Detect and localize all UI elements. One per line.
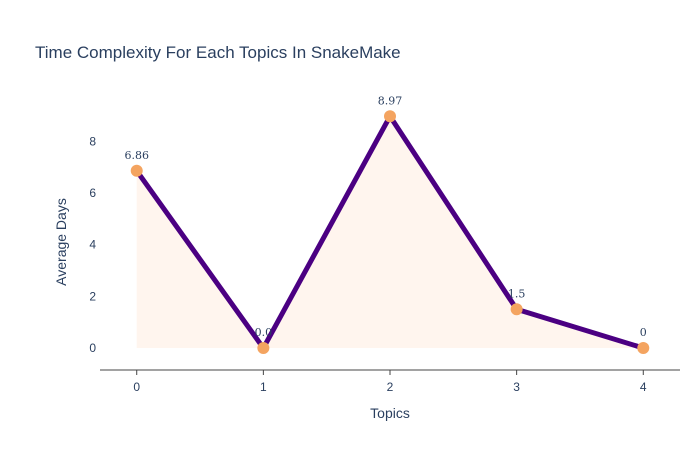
data-label-3: 1.5 [508, 287, 526, 300]
data-point-2 [384, 110, 396, 123]
markers [130, 110, 650, 355]
x-tick-label-4: 4 [640, 380, 647, 394]
data-point-0 [130, 164, 143, 177]
plot-area: 6.86 0.0 8.97 1.5 0 [100, 94, 680, 371]
data-label-4: 0 [640, 326, 647, 339]
y-axis-title: Average Days [53, 198, 69, 286]
x-axis-title: Topics [370, 405, 410, 421]
data-label-2: 8.97 [378, 94, 403, 107]
chart-title: Time Complexity For Each Topics In Snake… [35, 43, 401, 62]
data-labels: 6.86 0.0 8.97 1.5 0 [124, 94, 646, 339]
data-label-1: 0.0 [255, 326, 273, 339]
x-tick-label-1: 1 [260, 380, 267, 394]
x-tick-label-3: 3 [513, 380, 520, 394]
y-axis-ticks: 0 2 4 6 8 [89, 134, 96, 355]
y-tick-label-4: 8 [89, 134, 96, 148]
area-fill [136, 116, 644, 349]
y-tick-label-0: 0 [89, 341, 96, 355]
y-tick-label-3: 6 [89, 186, 96, 200]
x-tick-label-0: 0 [133, 380, 140, 394]
data-point-3 [510, 303, 523, 316]
y-tick-label-2: 4 [89, 238, 96, 252]
data-point-1 [257, 342, 270, 355]
x-tick-label-2: 2 [387, 380, 394, 394]
y-tick-label-1: 2 [89, 289, 96, 303]
data-label-0: 6.86 [124, 149, 149, 162]
x-axis-ticks: 0 1 2 3 4 [133, 370, 647, 394]
data-point-4 [637, 342, 650, 355]
